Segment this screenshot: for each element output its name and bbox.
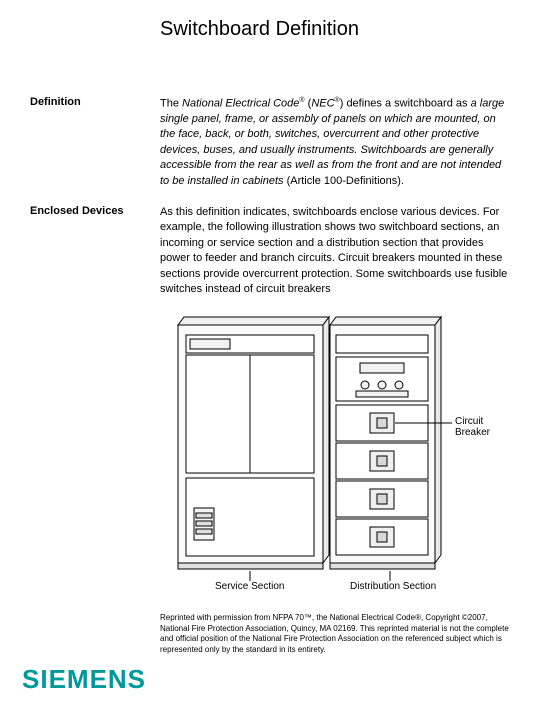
siemens-logo: SIEMENS (22, 664, 146, 695)
switchboard-diagram: Circuit Breaker Distribution Section Ser… (160, 313, 520, 603)
text: (Article 100-Definitions). (284, 175, 404, 187)
heading-definition: Definition (30, 96, 160, 189)
text: Reprinted with permission from NFPA 70™,… (160, 613, 330, 622)
footer-attribution: Reprinted with permission from NFPA 70™,… (160, 613, 520, 655)
label-circuit-breaker: Circuit Breaker (455, 416, 520, 438)
text-italic: National Electrical Code (182, 98, 299, 110)
text-italic: NEC (311, 98, 334, 110)
diagram-svg (160, 313, 520, 603)
body-enclosed: As this definition indicates, switchboar… (160, 205, 520, 297)
label-distribution-section: Distribution Section (350, 581, 436, 592)
text-italic: a large single panel, frame, or assembly… (160, 98, 504, 187)
heading-enclosed: Enclosed Devices (30, 205, 160, 297)
text: ) defines a switchboard as (340, 98, 471, 110)
body-definition: The National Electrical Code® (NEC®) def… (160, 96, 520, 189)
label-service-section: Service Section (215, 581, 284, 592)
section-enclosed: Enclosed Devices As this definition indi… (30, 205, 520, 297)
page-title: Switchboard Definition (160, 18, 520, 41)
text-italic: National Electrical Code (330, 613, 415, 622)
section-definition: Definition The National Electrical Code®… (30, 96, 520, 189)
text: The (160, 98, 182, 110)
